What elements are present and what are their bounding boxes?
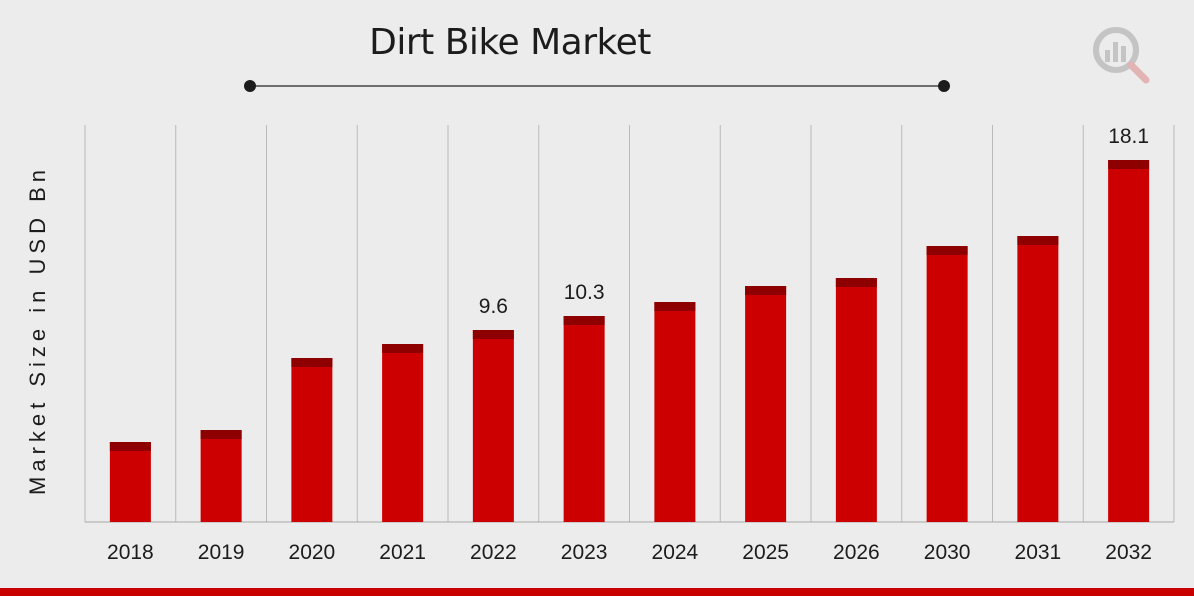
- bar-cap-2022: [472, 330, 514, 339]
- bar-cap-2032: [1108, 160, 1150, 169]
- x-tick-label-2023: 2023: [561, 541, 608, 564]
- bar-2020: [291, 358, 333, 522]
- bar-2018: [109, 442, 151, 522]
- bar-2030: [926, 246, 968, 522]
- bar-cap-2021: [382, 344, 424, 353]
- bar-2032: [1108, 160, 1150, 522]
- bar-2024: [654, 302, 696, 522]
- bar-cap-2030: [926, 246, 968, 255]
- title-underline-right-dot: [938, 80, 950, 92]
- bar-2031: [1017, 236, 1059, 522]
- chart-title: Dirt Bike Market: [369, 22, 651, 63]
- data-label-2023: 10.3: [564, 281, 605, 304]
- bar-cap-2018: [109, 442, 151, 451]
- data-label-2032: 18.1: [1108, 125, 1149, 148]
- bar-cap-2025: [745, 286, 787, 295]
- x-tick-label-2018: 2018: [107, 541, 154, 564]
- title-underline: [250, 85, 944, 87]
- title-underline-left-dot: [244, 80, 256, 92]
- x-tick-label-2022: 2022: [470, 541, 517, 564]
- bar-2026: [835, 278, 877, 522]
- x-tick-label-2031: 2031: [1015, 541, 1062, 564]
- bar-cap-2020: [291, 358, 333, 367]
- x-tick-label-2026: 2026: [833, 541, 880, 564]
- x-tick-label-2025: 2025: [742, 541, 789, 564]
- x-tick-label-2020: 2020: [289, 541, 336, 564]
- x-tick-label-2030: 2030: [924, 541, 971, 564]
- x-tick-label-2019: 2019: [198, 541, 245, 564]
- magnifier-chart-icon: [1093, 27, 1150, 84]
- bar-cap-2031: [1017, 236, 1059, 245]
- bar-2021: [382, 344, 424, 522]
- bar-2019: [200, 430, 242, 522]
- x-tick-label-2024: 2024: [652, 541, 699, 564]
- bottom-accent-band: [0, 588, 1194, 596]
- bar-cap-2023: [563, 316, 605, 325]
- bar-2022: [472, 330, 514, 522]
- bar-cap-2019: [200, 430, 242, 439]
- x-tick-label-2032: 2032: [1105, 541, 1152, 564]
- bar-2025: [745, 286, 787, 522]
- x-tick-label-2021: 2021: [379, 541, 426, 564]
- bar-2023: [563, 316, 605, 522]
- bar-cap-2026: [835, 278, 877, 287]
- bar-cap-2024: [654, 302, 696, 311]
- data-label-2022: 9.6: [479, 295, 508, 318]
